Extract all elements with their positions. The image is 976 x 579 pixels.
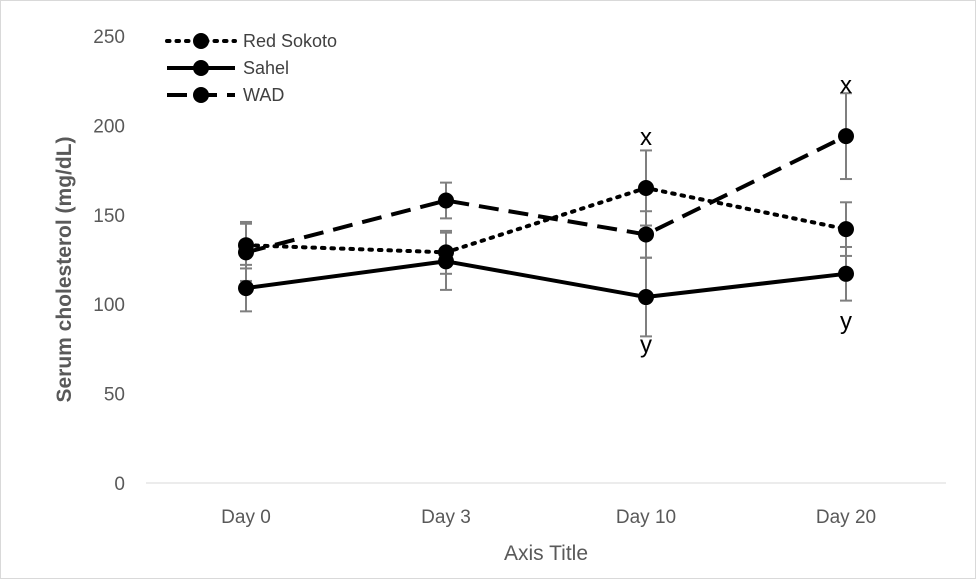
annotation-y-day-20: y: [840, 308, 852, 335]
data-point-wad-day-0: [238, 244, 254, 261]
series-red-sokoto: [238, 179, 854, 261]
annotation-x-day-10: x: [640, 124, 652, 151]
y-tick-label-200: 200: [93, 116, 125, 137]
data-point-red-sokoto-day-20: [838, 221, 854, 238]
legend-marker-sahel: [193, 60, 209, 76]
legend-label-wad: WAD: [243, 85, 284, 105]
series-wad: [238, 128, 854, 261]
data-point-sahel-day-3: [438, 253, 454, 270]
error-bars: [240, 92, 852, 338]
data-point-sahel-day-10: [638, 289, 654, 306]
annotation-x-day-20: x: [840, 72, 852, 99]
legend-label-red-sokoto: Red Sokoto: [243, 31, 337, 51]
y-tick-label-250: 250: [93, 27, 125, 48]
annotations: x y x y: [640, 72, 852, 358]
x-tick-label-day-0: Day 0: [221, 507, 271, 528]
series-sahel: [238, 253, 854, 306]
y-tick-label-50: 50: [104, 385, 125, 406]
legend-marker-red-sokoto: [193, 33, 209, 49]
legend-entry-red-sokoto: Red Sokoto: [165, 31, 337, 51]
series-lines: [238, 128, 854, 306]
y-axis-title: Serum cholesterol (mg/dL): [53, 136, 76, 402]
data-point-red-sokoto-day-10: [638, 179, 654, 196]
data-point-sahel-day-20: [838, 265, 854, 282]
legend-entry-sahel: Sahel: [167, 58, 289, 78]
series-line-wad: [245, 134, 847, 255]
annotation-y-day-10: y: [640, 331, 652, 358]
y-tick-label-100: 100: [93, 295, 125, 316]
data-point-wad-day-10: [638, 226, 654, 243]
legend-label-sahel: Sahel: [243, 58, 289, 78]
x-axis-title: Axis Title: [504, 542, 588, 565]
legend: Red Sokoto Sahel WAD: [165, 31, 337, 105]
legend-marker-wad: [193, 87, 209, 103]
legend-entry-wad: WAD: [167, 85, 284, 105]
x-tick-label-day-3: Day 3: [421, 507, 471, 528]
axes: 0 50 100 150 200 250 Day 0 Day 3 Day 10 Day 20: [93, 27, 946, 528]
data-point-wad-day-3: [438, 192, 454, 209]
x-tick-label-day-20: Day 20: [816, 507, 876, 528]
series-line-sahel: [244, 259, 848, 300]
y-tick-label-0: 0: [114, 474, 125, 495]
x-tick-label-day-10: Day 10: [616, 507, 676, 528]
y-tick-label-150: 150: [93, 206, 125, 227]
series-line-red-sokoto: [244, 185, 848, 255]
data-point-sahel-day-0: [238, 280, 254, 297]
data-point-wad-day-20: [838, 128, 854, 145]
